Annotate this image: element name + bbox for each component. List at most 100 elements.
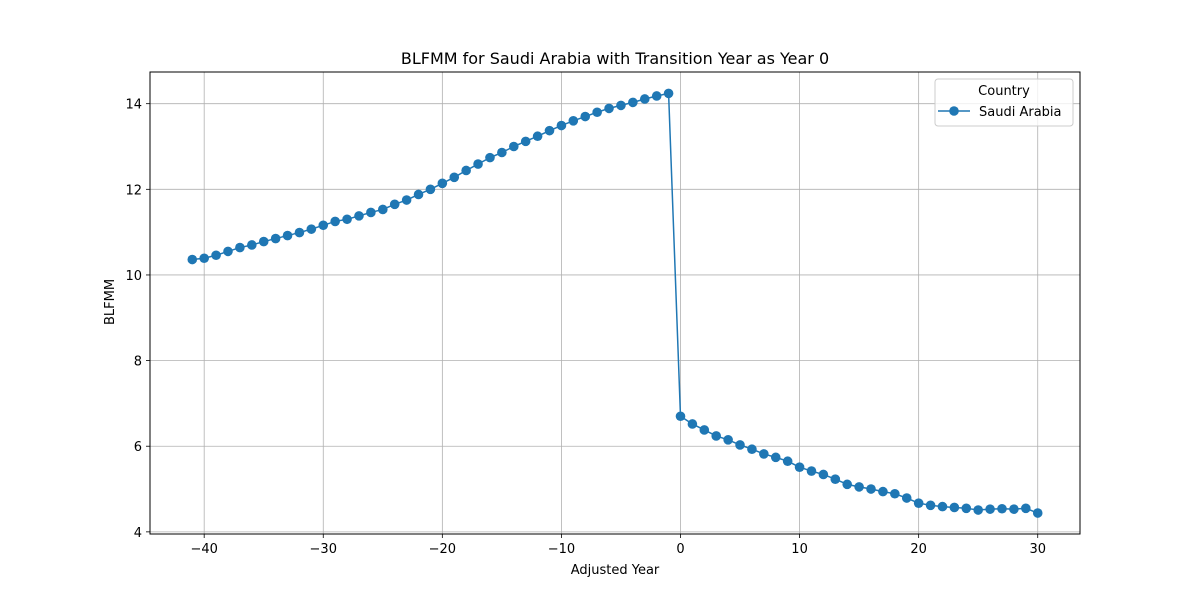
data-point xyxy=(461,165,471,176)
data-point xyxy=(639,94,650,104)
x-tick-label: 0 xyxy=(676,542,684,557)
legend: Country Saudi Arabia xyxy=(934,78,1074,127)
y-tick-label: 10 xyxy=(125,269,142,284)
data-point xyxy=(437,178,448,189)
legend-marker-swatch xyxy=(949,106,959,116)
legend-title: Country xyxy=(978,84,1030,99)
x-tick-label: 30 xyxy=(1029,542,1046,557)
data-point xyxy=(473,159,483,169)
data-point xyxy=(866,484,876,494)
legend-series-label: Saudi Arabia xyxy=(979,105,1062,120)
series-line xyxy=(192,92,1039,514)
data-point xyxy=(520,136,531,147)
x-tick-label: 20 xyxy=(910,542,927,557)
y-tick-label: 4 xyxy=(134,526,142,541)
data-point xyxy=(282,230,293,241)
data-point xyxy=(782,456,793,467)
data-point xyxy=(973,505,983,515)
legend-box xyxy=(934,78,1074,127)
data-point xyxy=(235,242,245,253)
data-point xyxy=(485,152,495,163)
data-point xyxy=(354,211,364,221)
data-point xyxy=(580,111,591,122)
data-point xyxy=(425,184,436,195)
data-point xyxy=(258,236,269,247)
data-point xyxy=(961,503,972,514)
data-point xyxy=(628,97,638,108)
x-axis-label: Adjusted Year xyxy=(571,563,660,578)
data-point xyxy=(532,131,543,142)
data-point xyxy=(497,147,507,158)
data-point xyxy=(711,431,722,441)
data-point xyxy=(616,100,626,111)
data-point xyxy=(699,425,710,435)
data-point xyxy=(925,500,936,511)
data-point xyxy=(949,502,960,513)
data-point xyxy=(735,440,745,450)
x-tick-label: −20 xyxy=(429,542,456,557)
y-tick-label: 6 xyxy=(134,440,142,455)
data-point xyxy=(723,435,733,445)
chart-title: BLFMM for Saudi Arabia with Transition Y… xyxy=(401,49,829,68)
data-point xyxy=(759,449,769,459)
data-point xyxy=(663,88,674,99)
data-point xyxy=(270,233,281,244)
y-tick-label: 12 xyxy=(125,183,142,198)
tick-layer: −40 −30 −20 −10 0 10 20 30 4 6 8 10 12 14 xyxy=(125,98,1046,557)
data-point xyxy=(247,240,257,250)
data-point xyxy=(806,466,817,476)
data-point xyxy=(878,486,888,497)
data-point xyxy=(770,452,781,463)
data-point xyxy=(890,488,900,499)
data-point xyxy=(556,120,567,131)
data-point xyxy=(985,504,995,514)
data-point xyxy=(997,503,1007,514)
data-point xyxy=(544,125,555,136)
data-point xyxy=(937,501,948,512)
data-point xyxy=(318,220,329,231)
axes-frame xyxy=(149,71,1081,535)
data-point xyxy=(568,116,579,126)
data-point xyxy=(366,207,376,218)
y-tick-label: 8 xyxy=(134,355,142,370)
y-tick-label: 14 xyxy=(125,98,142,113)
x-tick-label: −30 xyxy=(310,542,337,557)
data-point xyxy=(401,195,412,205)
data-point xyxy=(187,254,198,265)
data-point xyxy=(592,107,602,118)
data-point xyxy=(330,216,340,227)
data-point xyxy=(413,189,424,200)
data-point xyxy=(651,91,662,101)
data-point xyxy=(223,246,233,257)
data-point xyxy=(604,103,614,114)
data-point xyxy=(794,462,805,473)
series-layer xyxy=(187,88,1043,518)
data-point xyxy=(1032,508,1043,518)
grid-layer xyxy=(150,72,1080,534)
data-point xyxy=(1021,503,1031,514)
data-point xyxy=(377,204,388,215)
data-point xyxy=(842,479,853,490)
data-point xyxy=(449,172,460,183)
data-point xyxy=(211,250,221,261)
data-point xyxy=(294,227,305,238)
data-point xyxy=(901,493,912,503)
x-tick-label: −40 xyxy=(190,542,217,557)
data-point xyxy=(1009,504,1019,514)
data-point xyxy=(818,469,829,480)
data-point xyxy=(306,224,317,234)
data-point xyxy=(747,444,757,455)
data-point xyxy=(389,199,400,210)
data-point xyxy=(854,482,864,492)
data-point xyxy=(508,141,519,152)
data-point xyxy=(687,419,698,429)
y-axis-label: BLFMM xyxy=(103,279,118,325)
x-tick-label: −10 xyxy=(548,542,575,557)
data-point xyxy=(913,498,924,508)
x-tick-label: 10 xyxy=(791,542,808,557)
data-point xyxy=(342,214,352,225)
data-point xyxy=(675,411,686,422)
data-point xyxy=(830,474,841,484)
